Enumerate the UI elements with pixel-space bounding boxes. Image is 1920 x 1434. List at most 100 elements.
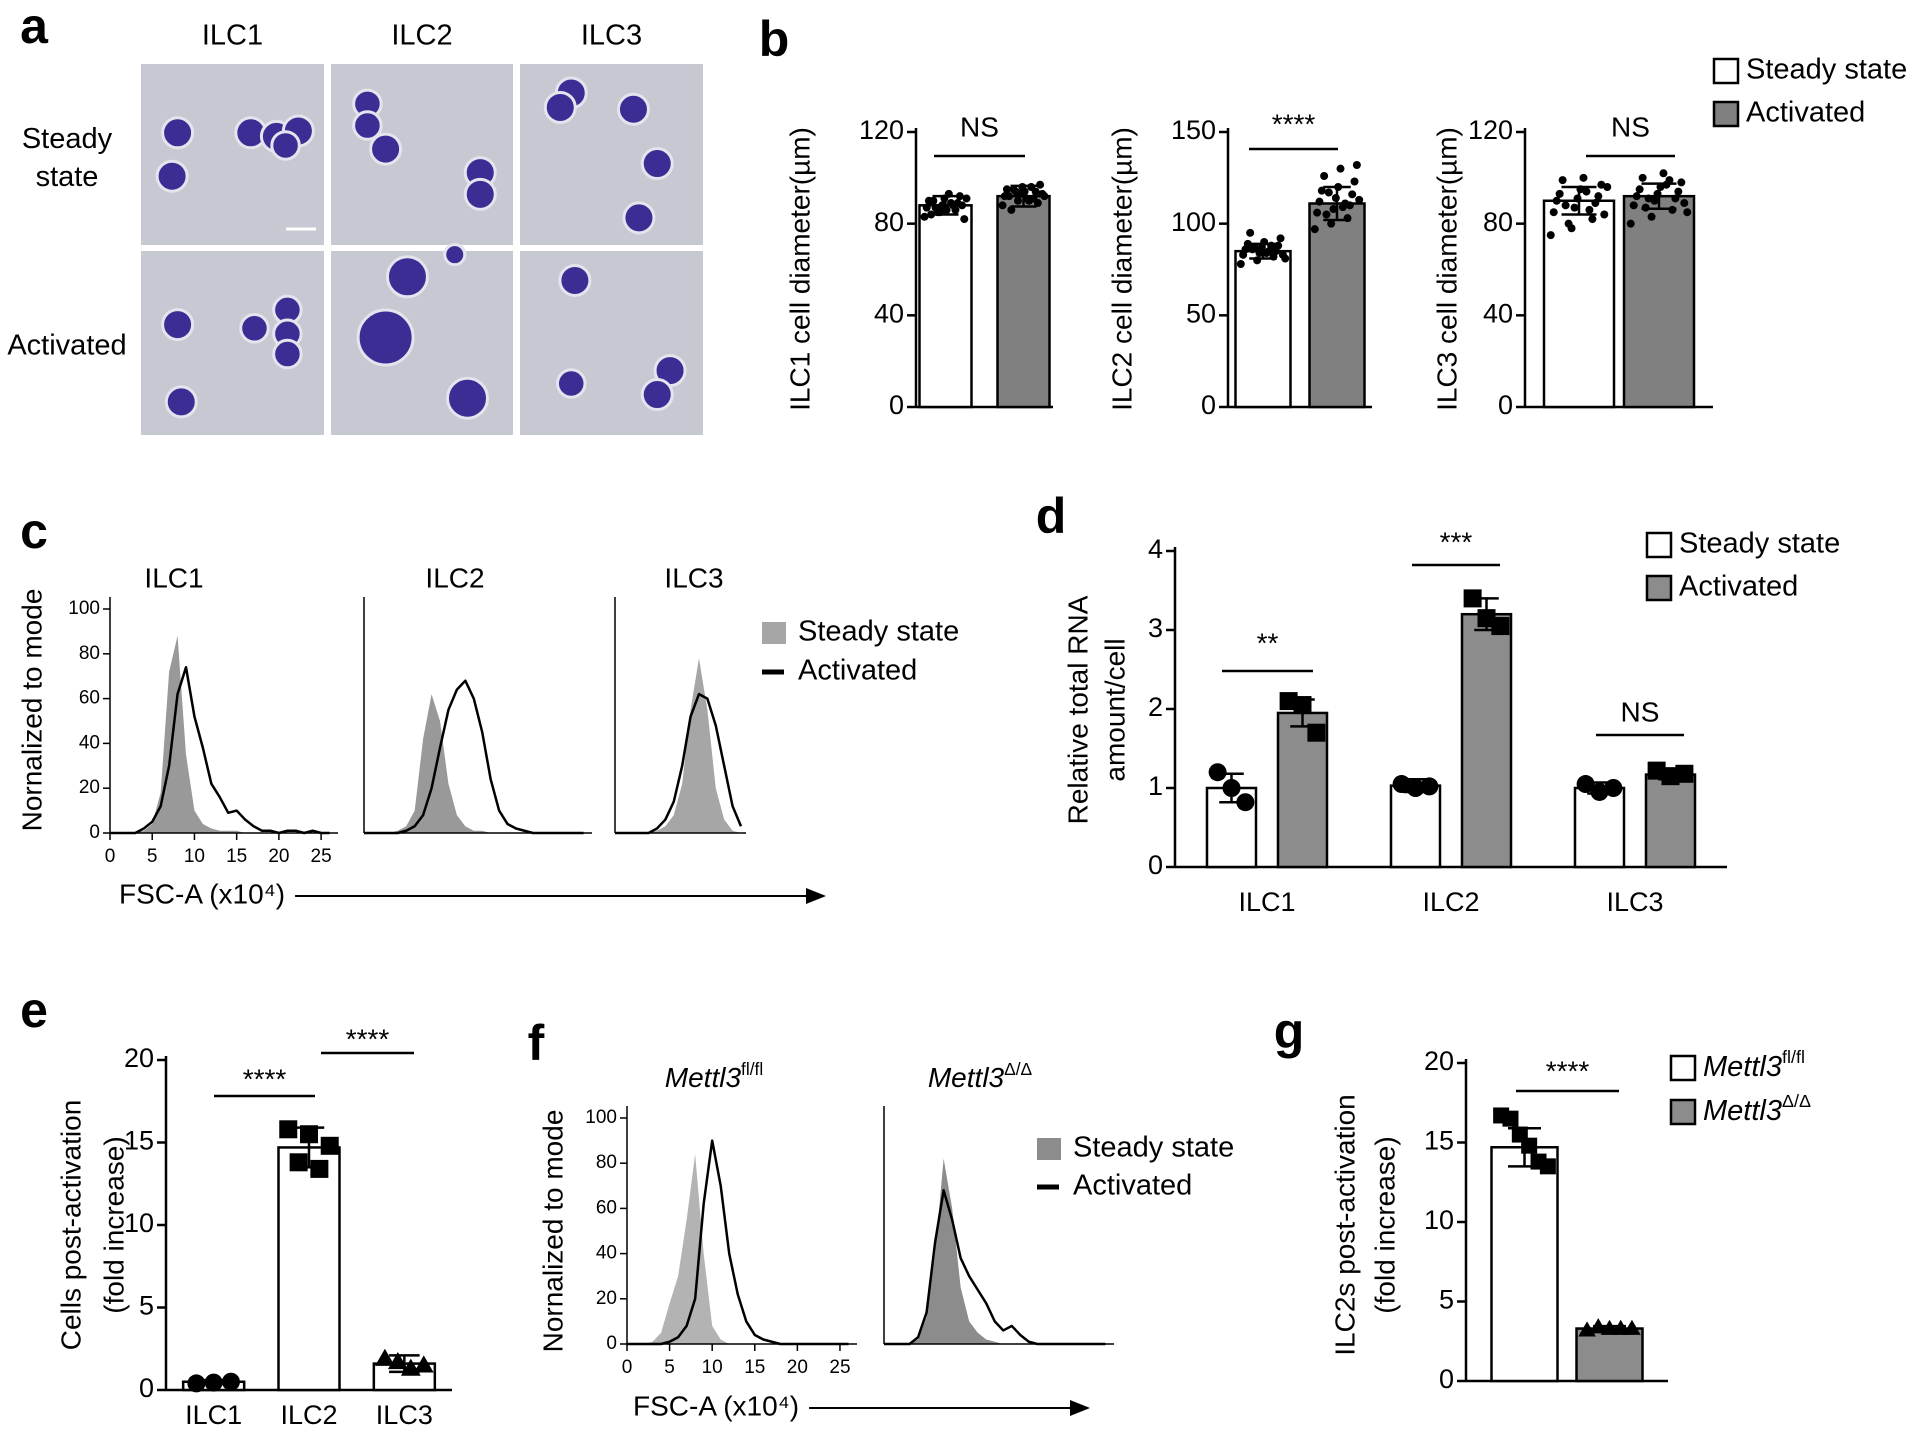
x-tick-label: 0: [105, 846, 116, 867]
subplot-title-base: Mettl3: [928, 1062, 1005, 1093]
x-tick-label: 15: [744, 1357, 765, 1378]
row-label: Steady state: [21, 123, 113, 193]
histogram-area: [110, 635, 330, 833]
column-label: ILC3: [581, 20, 642, 52]
significance-label: NS: [1621, 696, 1660, 727]
legend-swatch: [1712, 100, 1740, 128]
data-point: [1653, 189, 1662, 198]
data-point: [1313, 208, 1322, 217]
data-point: [1665, 176, 1674, 185]
y-tick-label: 120: [1468, 115, 1513, 145]
data-point: [1564, 219, 1573, 228]
panel-letter: e: [20, 982, 48, 1038]
y-axis-label: Nornalized to mode: [537, 1110, 568, 1353]
significance-label: ****: [346, 1023, 390, 1054]
data-point: [949, 201, 958, 210]
histogram-area: [615, 658, 741, 833]
legend-swatch: [1712, 57, 1740, 85]
data-point: [1477, 609, 1496, 628]
data-point: [1677, 178, 1686, 187]
data-point: [1293, 696, 1312, 715]
histogram-line: [627, 1139, 849, 1346]
significance-label: ****: [1546, 1055, 1590, 1086]
y-axis-label: ILC2s post-activation: [1329, 1094, 1360, 1355]
cell: [161, 308, 195, 342]
micrograph-tile: [331, 64, 513, 245]
panel-letter: c: [20, 503, 48, 559]
data-point: [998, 201, 1007, 210]
x-tick-label: ILC1: [1238, 887, 1295, 917]
data-point: [1420, 777, 1439, 796]
data-point: [300, 1125, 318, 1144]
data-point: [920, 212, 929, 221]
cell: [446, 376, 489, 420]
data-point: [1348, 190, 1357, 199]
y-tick-label: 0: [1439, 1364, 1454, 1394]
histogram-line: [110, 665, 330, 835]
data-point: [289, 1153, 308, 1172]
data-point: [1644, 194, 1653, 203]
data-point: [1680, 199, 1689, 208]
data-point: [1341, 199, 1350, 208]
y-tick-label: 0: [139, 1373, 154, 1403]
cell: [270, 130, 301, 161]
legend-label: Mettl3Δ/Δ: [1703, 1091, 1811, 1127]
y-tick-label: 10: [1424, 1205, 1454, 1235]
data-point: [1350, 177, 1359, 186]
data-point: [922, 203, 931, 212]
bar: [1389, 784, 1442, 869]
data-point: [221, 1372, 240, 1391]
data-point: [1320, 172, 1329, 180]
data-point: [1600, 210, 1609, 219]
x-tick-label: 25: [829, 1357, 850, 1378]
y-axis-label: (fold increase): [98, 1136, 129, 1313]
legend-label-base: Mettl3: [1703, 1051, 1782, 1083]
cell: [352, 110, 383, 141]
data-point: [1632, 192, 1641, 201]
y-tick-label: 15: [124, 1126, 154, 1156]
data-point: [1236, 793, 1255, 812]
legend-swatch: [1669, 1054, 1697, 1082]
y-axis-label: ILC3 cell diameter(µm): [1431, 127, 1462, 411]
y-tick-label: 40: [874, 298, 904, 328]
data-point: [1343, 214, 1352, 223]
data-point: [944, 189, 953, 198]
y-tick-label: 0: [1498, 390, 1513, 420]
data-point: [1604, 779, 1623, 797]
data-point: [1406, 779, 1425, 797]
y-tick-label: 20: [596, 1288, 617, 1309]
data-point: [1635, 185, 1644, 194]
data-point: [1674, 187, 1683, 196]
data-point: [1558, 176, 1567, 185]
bar: [1644, 773, 1697, 869]
data-point: [1549, 208, 1558, 217]
y-tick-label: 80: [1483, 207, 1513, 237]
axis-arrowhead: [806, 888, 826, 904]
legend-swatch: [1037, 1138, 1061, 1160]
cell: [272, 338, 303, 370]
data-point: [1659, 169, 1668, 178]
cell: [443, 243, 467, 267]
subplot-title: ILC3: [664, 562, 723, 593]
data-point: [1576, 775, 1595, 794]
data-point: [1594, 192, 1603, 201]
x-tick-label: 5: [664, 1357, 675, 1378]
data-point: [1327, 219, 1336, 228]
data-point: [1033, 199, 1042, 208]
y-tick-label: 50: [1186, 298, 1216, 328]
data-point: [1352, 161, 1361, 169]
data-point: [1310, 225, 1319, 234]
bar: [1622, 194, 1696, 409]
data-point: [1331, 194, 1340, 202]
data-point: [1552, 196, 1561, 205]
data-point: [1683, 208, 1692, 217]
x-axis-label: FSC-A (x10⁴): [633, 1390, 799, 1421]
data-point: [374, 1348, 395, 1366]
y-tick-label: 80: [596, 1152, 617, 1173]
data-point: [1334, 183, 1343, 191]
y-tick-label: 20: [1424, 1046, 1454, 1076]
legend-label: Steady state: [1679, 528, 1840, 560]
data-point: [1005, 192, 1014, 201]
data-point: [1208, 763, 1227, 782]
